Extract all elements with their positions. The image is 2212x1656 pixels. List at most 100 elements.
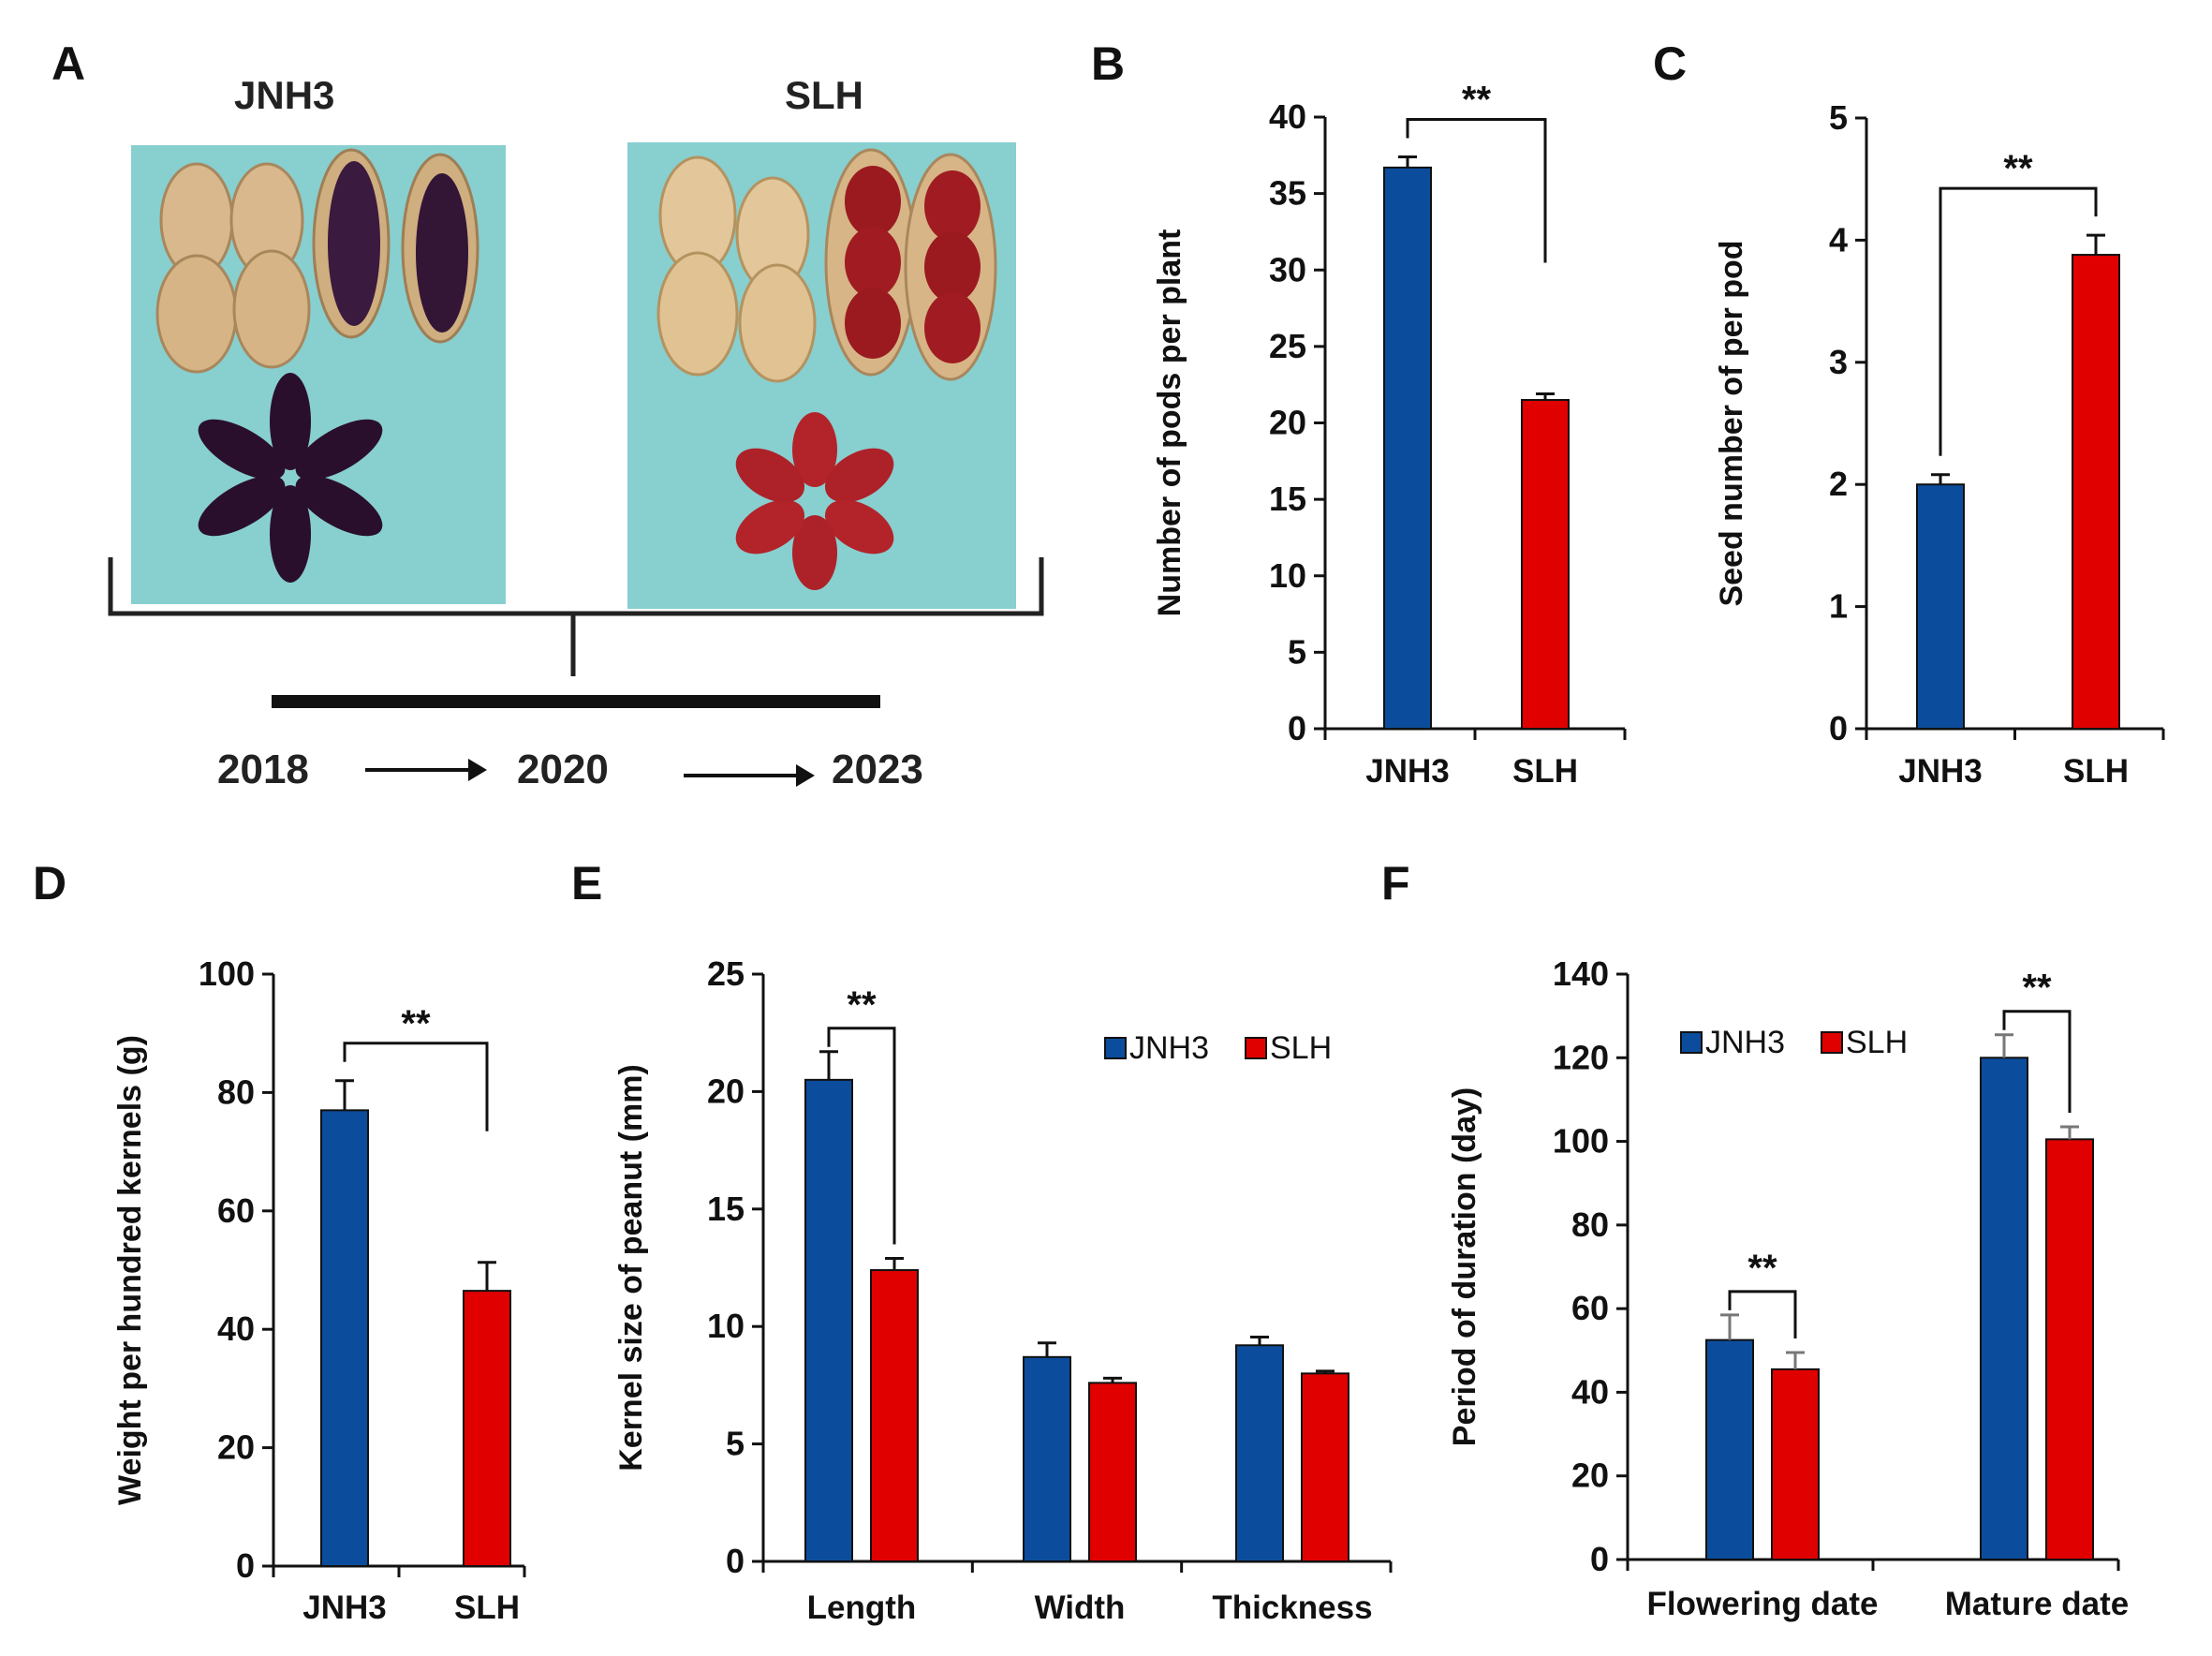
bar-slh [1301,1372,1349,1562]
bar-slh [1088,1382,1137,1562]
y-tick-label: 40 [1571,1372,1609,1411]
panel-letter-d: D [33,857,66,909]
y-tick-label: 20 [217,1428,255,1467]
legend-swatch-jnh3 [1680,1031,1703,1054]
year-2018: 2018 [217,747,309,792]
y-tick-label: 0 [236,1546,255,1585]
significance-label: ** [2003,148,2033,189]
y-tick-label: 3 [1829,343,1848,381]
significance-label: ** [401,1003,431,1044]
x-category-label: Width [1035,1589,1126,1626]
y-tick-label: 20 [1571,1456,1609,1495]
y-tick-label: 140 [1553,954,1609,993]
bar-jnh3 [1705,1338,1754,1560]
panel-letter-f: F [1381,857,1410,909]
y-axis-label: Number of pods per plant [1152,229,1187,617]
y-tick-label: 40 [1269,97,1306,136]
year-2020: 2020 [517,747,609,792]
cross-bracket [108,557,1044,708]
significance-label: ** [847,984,877,1026]
legend-label-slh: SLH [1846,1025,1908,1060]
panel-d-chart: D 0 20 40 60 80 100 Weight per hundred kernels … [33,857,526,1626]
y-axis-label: Weight per hundred kernels (g) [112,1035,148,1505]
bar-jnh3 [804,1078,853,1562]
x-category-label: JNH3 [302,1589,386,1626]
y-axis-label: Seed number of per pod [1714,240,1749,606]
legend-swatch-slh [1821,1031,1843,1054]
y-tick-label: 100 [1553,1122,1609,1161]
significance-bracket [827,1027,896,1245]
significance-label: ** [1462,79,1492,120]
y-tick-label: 15 [707,1190,745,1228]
y-tick-label: 10 [1269,556,1306,595]
significance-bracket [1728,1290,1797,1339]
year-2023: 2023 [832,747,923,792]
y-tick-label: 0 [1829,709,1848,747]
y-axis-label: Period of duration (day) [1447,1087,1482,1446]
photo-slh [627,142,1016,609]
y-tick-label: 20 [707,1072,745,1110]
x-category-label: Flowering date [1647,1586,1879,1622]
y-tick-label: 100 [199,954,255,993]
x-category-label: SLH [1512,753,1578,790]
y-tick-label: 15 [1269,480,1306,518]
y-tick-label: 5 [726,1425,745,1463]
photo-jnh3 [131,145,506,604]
x-category-label: JNH3 [1365,753,1449,790]
legend-label-jnh3: JNH3 [1705,1025,1785,1060]
legend-swatch-jnh3 [1104,1037,1127,1059]
y-tick-label: 40 [217,1309,255,1348]
y-tick-label: 2 [1829,465,1848,503]
bar-jnh3 [1383,166,1432,730]
y-tick-label: 25 [707,954,745,993]
bar-jnh3 [1023,1355,1071,1562]
x-category-label: Mature date [1945,1586,2129,1622]
bar-slh [1771,1368,1820,1560]
bar-slh [2045,1138,2094,1560]
x-category-label: SLH [454,1589,520,1626]
arrow-icon [684,764,815,787]
bar-jnh3 [1235,1344,1284,1563]
panel-letter-b: B [1091,37,1125,90]
panel-e-chart: E 0 5 10 15 20 25 Kernel size of peanut (mm) Len… [571,857,1393,1626]
y-tick-label: 5 [1288,632,1306,671]
y-tick-label: 0 [1590,1540,1609,1578]
bar-slh [2072,254,2120,730]
significance-bracket [343,1042,489,1131]
y-tick-label: 35 [1269,174,1306,213]
legend-label-jnh3: JNH3 [1129,1030,1209,1066]
panel-letter-c: C [1653,37,1687,90]
panel-letter-e: E [571,857,602,909]
x-category-label: Thickness [1212,1589,1372,1626]
photo-label-jnh3: JNH3 [234,73,334,117]
arrow-icon [365,759,487,781]
y-tick-label: 0 [726,1542,745,1580]
bar-slh [1521,399,1570,730]
bar-slh [463,1290,511,1567]
y-tick-label: 120 [1553,1038,1609,1076]
panel-f-chart: F 0 20 40 60 80 100 120 140 Period of duration (d… [1381,857,2129,1622]
panel-b-chart: B 0 5 10 15 20 25 30 35 40 Number of pods per plan… [1091,37,1627,790]
bar-jnh3 [1980,1057,2028,1561]
y-tick-label: 0 [1288,709,1306,747]
significance-bracket [1939,186,2098,456]
panel-letter-a: A [52,37,85,90]
y-tick-label: 1 [1829,587,1848,626]
x-category-label: JNH3 [1898,753,1982,790]
photo-label-slh: SLH [785,73,863,117]
y-tick-label: 30 [1269,250,1306,288]
significance-label: ** [1747,1248,1777,1289]
x-category-label: Length [807,1589,917,1626]
y-tick-label: 60 [217,1191,255,1230]
y-tick-label: 60 [1571,1289,1609,1327]
y-tick-label: 20 [1269,404,1306,442]
bar-jnh3 [320,1109,369,1567]
legend-label-slh: SLH [1270,1030,1332,1066]
bar-jnh3 [1916,483,1965,730]
significance-bracket [2002,1010,2072,1113]
bar-slh [870,1269,919,1563]
panel-c-chart: C 0 1 2 3 4 5 Seed number of per pod JNH3 SLH ** [1653,37,2165,790]
y-tick-label: 25 [1269,327,1306,365]
y-tick-label: 10 [707,1307,745,1345]
